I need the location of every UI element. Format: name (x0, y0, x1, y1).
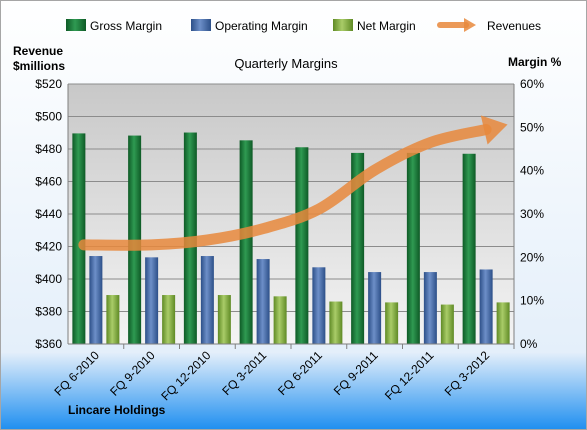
bar-operating-margin (312, 267, 326, 344)
legend-item-revenues: Revenues (437, 18, 541, 33)
company-label: Lincare Holdings (68, 403, 166, 417)
bar-operating-margin (145, 257, 159, 344)
legend-swatch-operating (191, 19, 211, 31)
revenue-line-path (78, 124, 492, 251)
bars (72, 132, 510, 344)
legend-swatch-gross (66, 19, 86, 31)
bar-net-margin (385, 302, 399, 344)
left-tick-label: $520 (35, 77, 62, 91)
right-tick-label: 60% (520, 77, 544, 91)
bar-gross-margin (351, 152, 365, 344)
bar-net-margin (273, 296, 287, 344)
left-axis-label-line2: $millions (13, 59, 65, 73)
revenue-arrowhead (480, 115, 508, 145)
bar-net-margin (496, 302, 510, 344)
right-tick-label: 40% (520, 164, 544, 178)
bar-gross-margin (406, 152, 420, 344)
legend-item-gross-margin: Gross Margin (66, 19, 162, 33)
bar-gross-margin (239, 140, 253, 344)
legend-label-gross: Gross Margin (90, 19, 162, 33)
bar-operating-margin (423, 272, 437, 344)
left-tick-label: $420 (35, 240, 62, 254)
right-tick-label: 20% (520, 250, 544, 264)
bar-net-margin (440, 304, 454, 344)
bar-gross-margin (295, 147, 309, 344)
left-tick-label: $460 (35, 175, 62, 189)
bar-operating-margin (479, 269, 493, 344)
legend-item-operating-margin: Operating Margin (191, 19, 308, 33)
right-axis-label: Margin % (508, 55, 562, 69)
grid (68, 83, 514, 345)
left-axis-label-line1: Revenue (13, 44, 63, 58)
bar-operating-margin (200, 256, 214, 344)
bar-gross-margin (72, 133, 86, 344)
revenue-line (78, 115, 508, 251)
bar-operating-margin (256, 259, 270, 344)
right-tick-label: 0% (520, 337, 538, 351)
left-tick-label: $440 (35, 207, 62, 221)
chart-title: Quarterly Margins (234, 56, 338, 71)
bar-gross-margin (462, 153, 476, 344)
right-tick-label: 30% (520, 207, 544, 221)
right-tick-label: 50% (520, 120, 544, 134)
legend-arrow-revenues (464, 18, 476, 32)
bar-net-margin (217, 295, 231, 344)
legend-label-operating: Operating Margin (215, 19, 308, 33)
bar-operating-margin (368, 272, 382, 344)
right-tick-label: 10% (520, 294, 544, 308)
left-tick-label: $360 (35, 337, 62, 351)
bar-operating-margin (89, 256, 103, 344)
left-tick-label: $380 (35, 305, 62, 319)
bar-net-margin (106, 295, 120, 344)
bar-net-margin (329, 301, 343, 344)
bar-net-margin (162, 295, 176, 344)
legend-swatch-net (333, 19, 353, 31)
left-tick-label: $480 (35, 142, 62, 156)
legend-label-net: Net Margin (357, 19, 416, 33)
legend-label-revenues: Revenues (487, 19, 541, 33)
legend: Gross Margin Operating Margin Net Margin… (66, 18, 541, 33)
left-tick-label: $500 (35, 110, 62, 124)
left-tick-label: $400 (35, 272, 62, 286)
legend-item-net-margin: Net Margin (333, 19, 416, 33)
